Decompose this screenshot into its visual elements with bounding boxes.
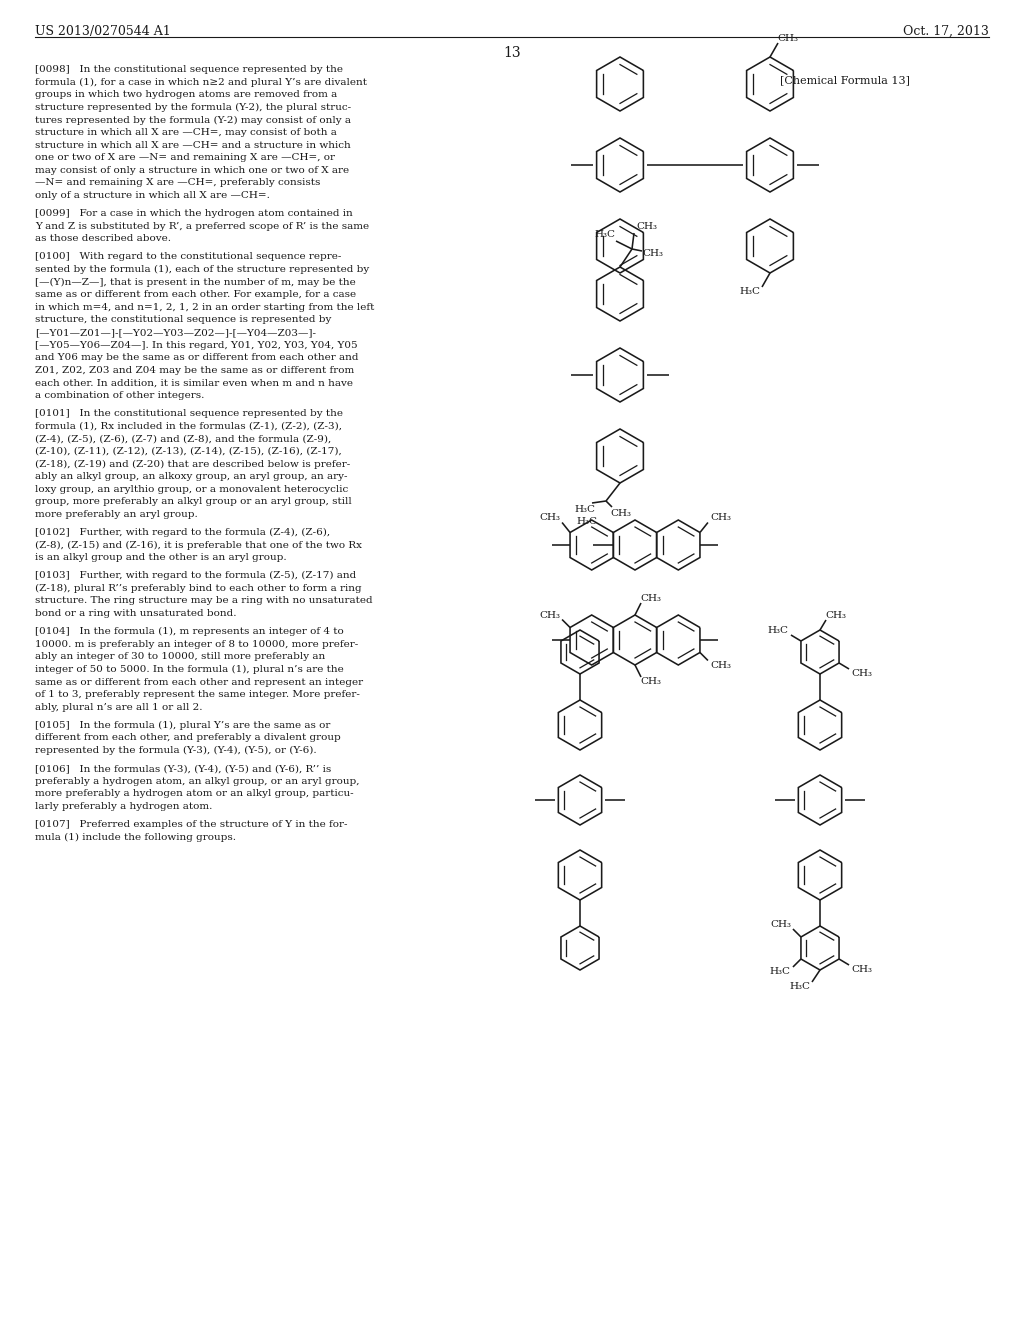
Text: same as or different from each other and represent an integer: same as or different from each other and… [35, 677, 364, 686]
Text: (Z-10), (Z-11), (Z-12), (Z-13), (Z-14), (Z-15), (Z-16), (Z-17),: (Z-10), (Z-11), (Z-12), (Z-13), (Z-14), … [35, 447, 342, 455]
Text: 10000. m is preferably an integer of 8 to 10000, more prefer-: 10000. m is preferably an integer of 8 t… [35, 640, 358, 649]
Text: of 1 to 3, preferably represent the same integer. More prefer-: of 1 to 3, preferably represent the same… [35, 690, 359, 700]
Text: H₃C: H₃C [770, 968, 791, 975]
Text: tures represented by the formula (Y-2) may consist of only a: tures represented by the formula (Y-2) m… [35, 115, 351, 124]
Text: in which m=4, and n=1, 2, 1, 2 in an order starting from the left: in which m=4, and n=1, 2, 1, 2 in an ord… [35, 302, 375, 312]
Text: [0102]   Further, with regard to the formula (Z-4), (Z-6),: [0102] Further, with regard to the formu… [35, 528, 330, 537]
Text: [0103]   Further, with regard to the formula (Z-5), (Z-17) and: [0103] Further, with regard to the formu… [35, 572, 356, 581]
Text: represented by the formula (Y-3), (Y-4), (Y-5), or (Y-6).: represented by the formula (Y-3), (Y-4),… [35, 746, 316, 755]
Text: [Chemical Formula 13]: [Chemical Formula 13] [780, 75, 910, 84]
Text: US 2013/0270544 A1: US 2013/0270544 A1 [35, 25, 171, 38]
Text: as those described above.: as those described above. [35, 234, 171, 243]
Text: CH₃: CH₃ [851, 669, 872, 678]
Text: H₃C: H₃C [594, 230, 615, 239]
Text: formula (1), for a case in which n≥2 and plural Y’s are divalent: formula (1), for a case in which n≥2 and… [35, 78, 367, 87]
Text: ably an integer of 30 to 10000, still more preferably an: ably an integer of 30 to 10000, still mo… [35, 652, 326, 661]
Text: —N= and remaining X are —CH=, preferably consists: —N= and remaining X are —CH=, preferably… [35, 178, 321, 187]
Text: more preferably a hydrogen atom or an alkyl group, particu-: more preferably a hydrogen atom or an al… [35, 789, 353, 799]
Text: [0101]   In the constitutional sequence represented by the: [0101] In the constitutional sequence re… [35, 409, 343, 418]
Text: CH₃: CH₃ [825, 611, 846, 620]
Text: [0099]   For a case in which the hydrogen atom contained in: [0099] For a case in which the hydrogen … [35, 209, 352, 218]
Text: CH₃: CH₃ [851, 965, 872, 974]
Text: each other. In addition, it is similar even when m and n have: each other. In addition, it is similar e… [35, 379, 353, 387]
Text: structure in which all X are —CH= and a structure in which: structure in which all X are —CH= and a … [35, 141, 351, 149]
Text: CH₃: CH₃ [610, 510, 631, 517]
Text: [0104]   In the formula (1), m represents an integer of 4 to: [0104] In the formula (1), m represents … [35, 627, 344, 636]
Text: integer of 50 to 5000. In the formula (1), plural n’s are the: integer of 50 to 5000. In the formula (1… [35, 665, 344, 675]
Text: one or two of X are —N= and remaining X are —CH=, or: one or two of X are —N= and remaining X … [35, 153, 335, 162]
Text: structure, the constitutional sequence is represented by: structure, the constitutional sequence i… [35, 315, 332, 325]
Text: CH₃: CH₃ [539, 513, 560, 523]
Text: [—Y05—Y06—Z04—]. In this regard, Y01, Y02, Y03, Y04, Y05: [—Y05—Y06—Z04—]. In this regard, Y01, Y0… [35, 341, 357, 350]
Text: structure represented by the formula (Y-2), the plural struc-: structure represented by the formula (Y-… [35, 103, 351, 112]
Text: Z01, Z02, Z03 and Z04 may be the same as or different from: Z01, Z02, Z03 and Z04 may be the same as… [35, 366, 354, 375]
Text: ably, plural n’s are all 1 or all 2.: ably, plural n’s are all 1 or all 2. [35, 702, 203, 711]
Text: a combination of other integers.: a combination of other integers. [35, 391, 205, 400]
Text: CH₃: CH₃ [642, 248, 663, 257]
Text: CH₃: CH₃ [640, 677, 662, 686]
Text: CH₃: CH₃ [777, 34, 798, 44]
Text: same as or different from each other. For example, for a case: same as or different from each other. Fo… [35, 290, 356, 300]
Text: and Y06 may be the same as or different from each other and: and Y06 may be the same as or different … [35, 354, 358, 362]
Text: is an alkyl group and the other is an aryl group.: is an alkyl group and the other is an ar… [35, 553, 287, 562]
Text: CH₃: CH₃ [539, 610, 560, 619]
Text: CH₃: CH₃ [710, 513, 731, 523]
Text: [0107]   Preferred examples of the structure of Y in the for-: [0107] Preferred examples of the structu… [35, 820, 347, 829]
Text: [—Y01—Z01—]-[—Y02—Y03—Z02—]-[—Y04—Z03—]-: [—Y01—Z01—]-[—Y02—Y03—Z02—]-[—Y04—Z03—]- [35, 327, 316, 337]
Text: different from each other, and preferably a divalent group: different from each other, and preferabl… [35, 734, 341, 742]
Text: preferably a hydrogen atom, an alkyl group, or an aryl group,: preferably a hydrogen atom, an alkyl gro… [35, 776, 359, 785]
Text: CH₃: CH₃ [636, 222, 657, 231]
Text: [0105]   In the formula (1), plural Y’s are the same as or: [0105] In the formula (1), plural Y’s ar… [35, 721, 331, 730]
Text: CH₃: CH₃ [640, 594, 662, 603]
Text: Y and Z is substituted by R’, a preferred scope of R’ is the same: Y and Z is substituted by R’, a preferre… [35, 222, 369, 231]
Text: 13: 13 [503, 46, 521, 59]
Text: Oct. 17, 2013: Oct. 17, 2013 [903, 25, 989, 38]
Text: H₃C: H₃C [575, 517, 597, 525]
Text: mula (1) include the following groups.: mula (1) include the following groups. [35, 833, 236, 842]
Text: (Z-18), (Z-19) and (Z-20) that are described below is prefer-: (Z-18), (Z-19) and (Z-20) that are descr… [35, 459, 350, 469]
Text: H₃C: H₃C [768, 626, 788, 635]
Text: H₃C: H₃C [739, 286, 760, 296]
Text: bond or a ring with unsaturated bond.: bond or a ring with unsaturated bond. [35, 609, 237, 618]
Text: [0100]   With regard to the constitutional sequence repre-: [0100] With regard to the constitutional… [35, 252, 341, 261]
Text: [—(Y)n—Z—], that is present in the number of m, may be the: [—(Y)n—Z—], that is present in the numbe… [35, 277, 355, 286]
Text: larly preferably a hydrogen atom.: larly preferably a hydrogen atom. [35, 803, 212, 810]
Text: may consist of only a structure in which one or two of X are: may consist of only a structure in which… [35, 166, 349, 174]
Text: loxy group, an arylthio group, or a monovalent heterocyclic: loxy group, an arylthio group, or a mono… [35, 484, 348, 494]
Text: [0106]   In the formulas (Y-3), (Y-4), (Y-5) and (Y-6), R’’ is: [0106] In the formulas (Y-3), (Y-4), (Y-… [35, 764, 331, 774]
Text: only of a structure in which all X are —CH=.: only of a structure in which all X are —… [35, 191, 270, 201]
Text: H₃C: H₃C [574, 506, 595, 513]
Text: H₃C: H₃C [790, 982, 810, 991]
Text: (Z-8), (Z-15) and (Z-16), it is preferable that one of the two Rx: (Z-8), (Z-15) and (Z-16), it is preferab… [35, 541, 362, 549]
Text: sented by the formula (1), each of the structure represented by: sented by the formula (1), each of the s… [35, 265, 370, 275]
Text: more preferably an aryl group.: more preferably an aryl group. [35, 510, 198, 519]
Text: ably an alkyl group, an alkoxy group, an aryl group, an ary-: ably an alkyl group, an alkoxy group, an… [35, 473, 347, 480]
Text: CH₃: CH₃ [770, 920, 791, 929]
Text: structure in which all X are —CH=, may consist of both a: structure in which all X are —CH=, may c… [35, 128, 337, 137]
Text: CH₃: CH₃ [710, 660, 731, 669]
Text: structure. The ring structure may be a ring with no unsaturated: structure. The ring structure may be a r… [35, 597, 373, 606]
Text: groups in which two hydrogen atoms are removed from a: groups in which two hydrogen atoms are r… [35, 90, 337, 99]
Text: [0098]   In the constitutional sequence represented by the: [0098] In the constitutional sequence re… [35, 65, 343, 74]
Text: (Z-18), plural R’’s preferably bind to each other to form a ring: (Z-18), plural R’’s preferably bind to e… [35, 583, 361, 593]
Text: (Z-4), (Z-5), (Z-6), (Z-7) and (Z-8), and the formula (Z-9),: (Z-4), (Z-5), (Z-6), (Z-7) and (Z-8), an… [35, 434, 331, 444]
Text: formula (1), Rx included in the formulas (Z-1), (Z-2), (Z-3),: formula (1), Rx included in the formulas… [35, 421, 342, 430]
Text: group, more preferably an alkyl group or an aryl group, still: group, more preferably an alkyl group or… [35, 498, 352, 507]
